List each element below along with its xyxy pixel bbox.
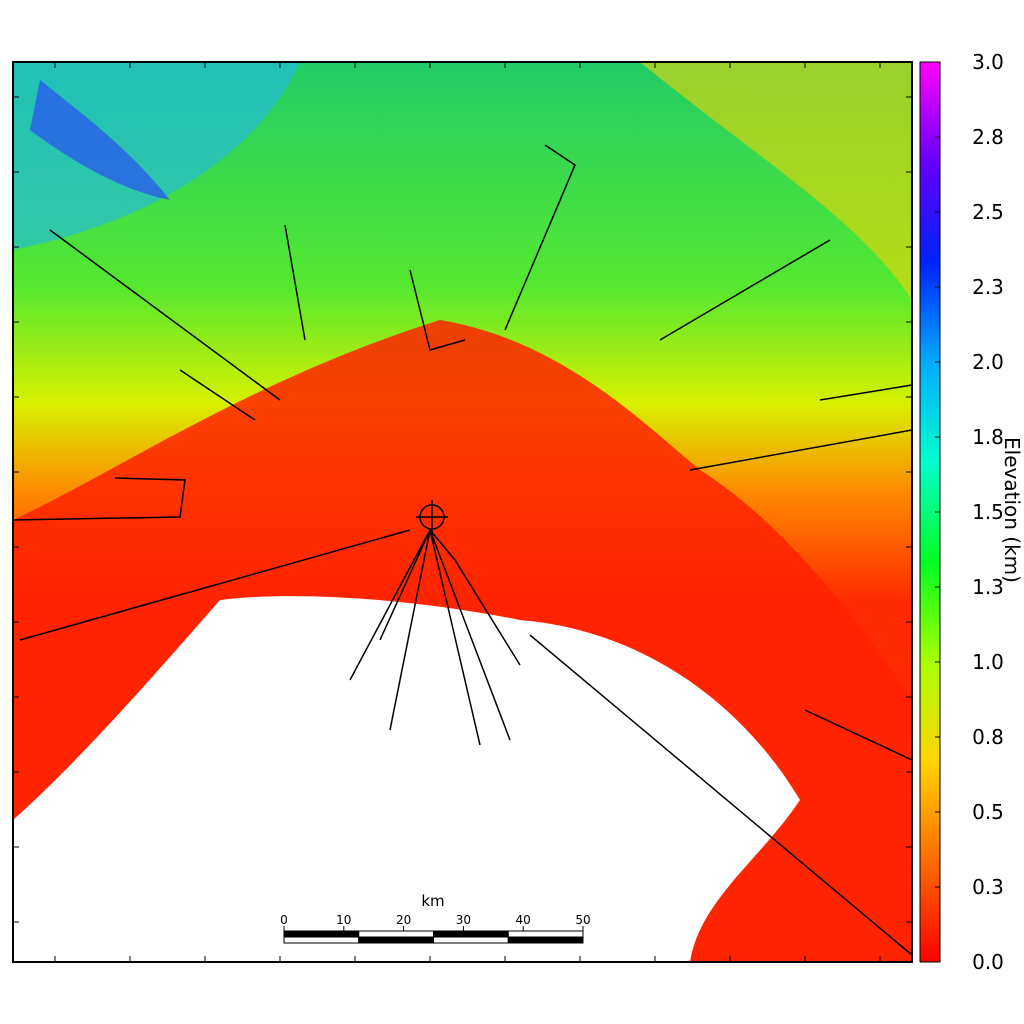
no-data [13, 596, 800, 962]
scale-segment [283, 930, 360, 938]
scale-segment [358, 936, 434, 944]
colorbar-tick-label: 0.0 [972, 950, 1004, 974]
valley [640, 62, 912, 300]
colorbar-tick-label: 1.3 [972, 575, 1004, 599]
colorbar: 0.0 0.3 0.5 0.8 1.0 1.3 1.5 1.8 2.0 2.3 2.5 2.8 3.0 [919, 50, 1004, 974]
colorbar-tick-label: 1.8 [972, 425, 1004, 449]
scale-segment [433, 930, 509, 938]
colorbar-label: Elevation (km) [1000, 437, 1024, 583]
map-frame [12, 61, 913, 963]
scale-segment [507, 930, 584, 938]
colorbar-tick-label: 3.0 [972, 50, 1004, 74]
colorbar-tick-label: 1.5 [972, 500, 1004, 524]
scale-tick-label: 0 [280, 913, 288, 927]
scale-segment [507, 936, 584, 944]
colorbar-tick-label: 2.8 [972, 125, 1004, 149]
frame-ticks [13, 62, 912, 962]
mountains [13, 62, 300, 250]
colorbar-tick-label: 2.5 [972, 200, 1004, 224]
colorbar-tick-label: 1.0 [972, 650, 1004, 674]
colorbar-tick-label: 0.8 [972, 725, 1004, 749]
scale-bar: 0 10 20 30 40 50 [280, 913, 591, 944]
radar-site [416, 500, 448, 534]
scale-tick-label: 10 [336, 913, 351, 927]
high-peaks [30, 80, 170, 200]
colorbar-tick-label: 0.3 [972, 875, 1004, 899]
map [12, 61, 913, 963]
scale-tick-label: 20 [396, 913, 411, 927]
scale-tick-label: 30 [456, 913, 471, 927]
scale-segment [283, 936, 360, 944]
colorbar-tick-label: 2.3 [972, 275, 1004, 299]
scale-segment [358, 930, 434, 938]
colorbar-tick-label: 2.0 [972, 350, 1004, 374]
scale-tick-label: 50 [575, 913, 590, 927]
beam-blockage [12, 144, 913, 956]
colorbar-tick-label: 0.5 [972, 800, 1004, 824]
scale-unit: km [421, 892, 444, 910]
scale-segment [433, 936, 509, 944]
scale-tick-label: 40 [516, 913, 531, 927]
